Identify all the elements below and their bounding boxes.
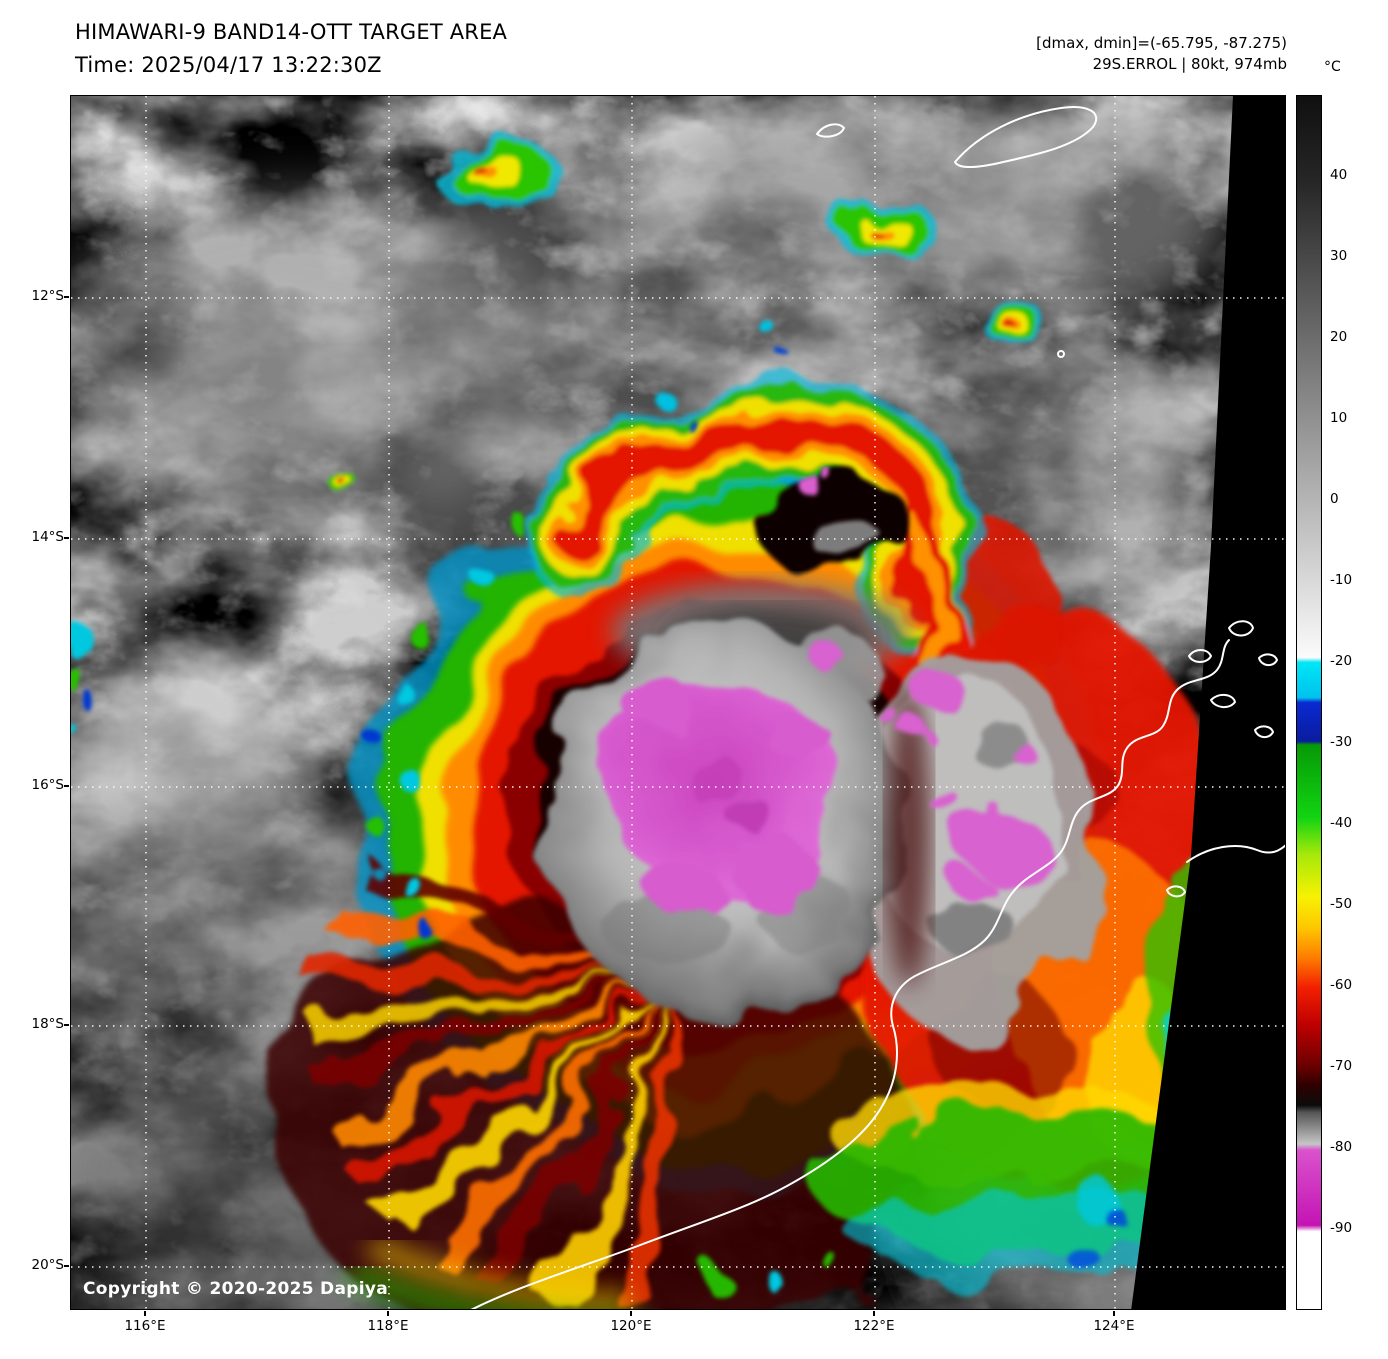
lat-tick-label: 18°S	[31, 1016, 65, 1032]
lon-tick-mark	[630, 1311, 632, 1316]
lon-tick-mark	[873, 1311, 875, 1316]
lon-tick-label: 122°E	[853, 1318, 895, 1334]
header-time: Time: 2025/04/17 13:22:30Z	[75, 53, 382, 77]
colorbar-tick-label: 20	[1330, 329, 1348, 345]
colorbar-unit-label: °C	[1324, 59, 1341, 75]
lon-tick-mark	[144, 1311, 146, 1316]
colorbar-tick-label: -20	[1330, 653, 1353, 669]
storm-readout: 29S.ERROL | 80kt, 974mb	[1092, 55, 1287, 73]
colorbar-tick-label: 0	[1330, 491, 1339, 507]
lon-tick-mark	[1113, 1311, 1115, 1316]
lat-tick-label: 12°S	[31, 288, 65, 304]
lat-tick-mark	[64, 537, 69, 539]
colorbar-tick-label: 10	[1330, 410, 1348, 426]
satellite-map: Copyright © 2020-2025 Dapiya	[70, 95, 1286, 1310]
colorbar	[1296, 95, 1322, 1310]
lat-tick-label: 16°S	[31, 777, 65, 793]
colorbar-tick-label: 30	[1330, 248, 1348, 264]
colorbar-tick-label: -10	[1330, 572, 1353, 588]
lat-tick-label: 20°S	[31, 1257, 65, 1273]
colorbar-tick-label: -40	[1330, 815, 1353, 831]
lat-tick-mark	[64, 1265, 69, 1267]
lon-tick-label: 120°E	[610, 1318, 652, 1334]
map-gridlines	[71, 96, 1285, 1309]
lat-tick-mark	[64, 296, 69, 298]
colorbar-tick-label: -30	[1330, 734, 1353, 750]
colorbar-tick-label: -70	[1330, 1058, 1353, 1074]
lon-tick-mark	[387, 1311, 389, 1316]
colorbar-tick-label: -50	[1330, 896, 1353, 912]
copyright-text: Copyright © 2020-2025 Dapiya	[83, 1279, 388, 1299]
colorbar-tick-label: 40	[1330, 167, 1348, 183]
lon-tick-label: 116°E	[124, 1318, 166, 1334]
lon-tick-label: 118°E	[367, 1318, 409, 1334]
colorbar-tick-label: -60	[1330, 977, 1353, 993]
satellite-art	[71, 96, 1285, 1309]
coastline	[470, 106, 1285, 1309]
colorbar-tick-label: -80	[1330, 1139, 1353, 1155]
lat-tick-mark	[64, 1024, 69, 1026]
header-readouts: [dmax, dmin]=(-65.795, -87.275) 29S.ERRO…	[1036, 33, 1287, 75]
dmax-dmin-readout: [dmax, dmin]=(-65.795, -87.275)	[1036, 34, 1287, 52]
tropical-cyclone	[71, 136, 1236, 1309]
lat-tick-mark	[64, 785, 69, 787]
lat-tick-label: 14°S	[31, 529, 65, 545]
convective-cells	[323, 136, 1037, 487]
header-title: HIMAWARI-9 BAND14-OTT TARGET AREA	[75, 20, 508, 44]
scan-edge-wedge	[1131, 96, 1285, 1309]
lon-tick-label: 124°E	[1093, 1318, 1135, 1334]
colorbar-tick-label: -90	[1330, 1220, 1353, 1236]
